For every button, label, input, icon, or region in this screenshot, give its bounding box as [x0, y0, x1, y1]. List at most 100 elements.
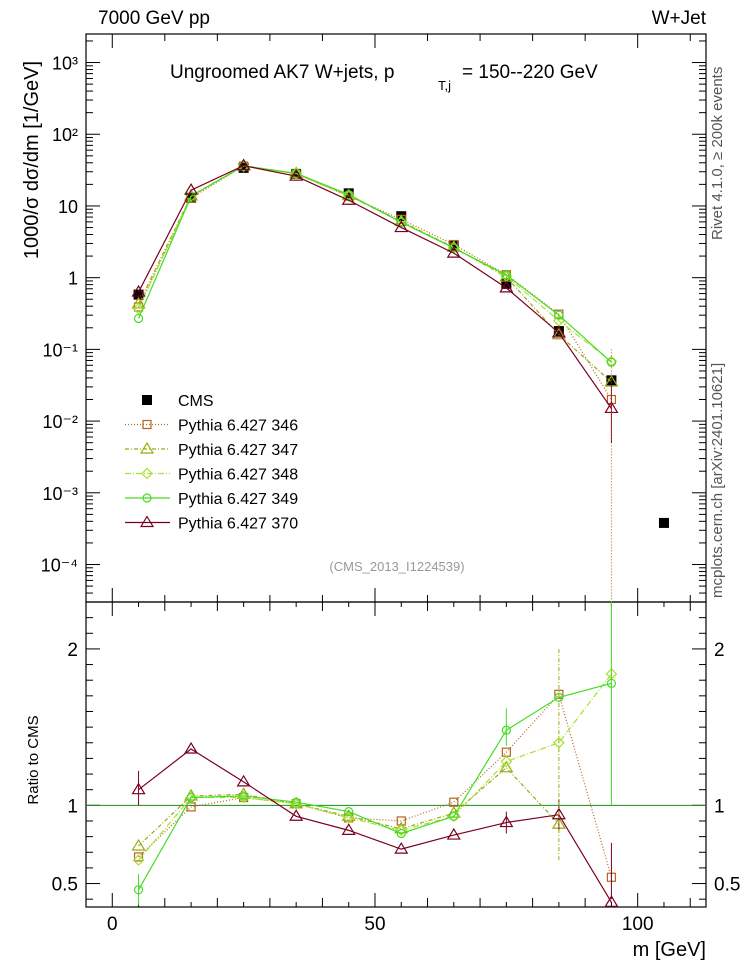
data-point-cms: [658, 517, 669, 528]
main-y-tick-label: 10³: [52, 54, 78, 74]
ratio-point-p348: [395, 824, 408, 837]
series-line-p349: [137, 165, 612, 363]
plot-title-subscript: T,j: [438, 78, 451, 93]
ratio-line-p347: [138, 766, 560, 847]
ratio-point-p370: [394, 841, 409, 854]
main-series-layer: [131, 158, 669, 602]
main-y-tick-label: 10⁻³: [42, 484, 78, 504]
legend-marker-p348: [141, 467, 153, 480]
legend-marker-p349: [142, 493, 152, 503]
legend-marker-p347: [139, 441, 155, 454]
data-point-p370: [184, 183, 199, 195]
legend-label-p370: Pythia 6.427 370: [178, 516, 298, 533]
main-y-tick-label: 10⁻⁴: [41, 556, 78, 576]
ratio-point-p349: [239, 791, 249, 801]
ratio-y-tick-label-right: 1: [714, 796, 725, 817]
ratio-point-p348: [500, 755, 513, 768]
main-axis-ticks: 1 10 10⁻⁴ 10⁻³ 10⁻² 10⁻¹ 10² 10³: [41, 34, 706, 603]
ratio-point-p370: [604, 895, 619, 907]
ratio-line-p346: [138, 693, 613, 878]
header-left-label: 7000 GeV pp: [98, 8, 210, 29]
ratio-x-tick-label: 0: [107, 914, 118, 935]
data-point-p349: [133, 313, 144, 324]
ratio-point-p349: [291, 797, 301, 807]
ratio-point-p370: [289, 809, 304, 821]
data-point-p370: [499, 280, 514, 293]
ratio-point-p349: [186, 792, 196, 803]
ratio-point-p370: [236, 774, 251, 787]
data-point-cms: [133, 289, 144, 300]
ratio-plot-frame: [85, 601, 707, 908]
ratio-point-p349: [554, 692, 564, 703]
data-point-p349: [501, 270, 511, 280]
ratio-point-p349: [344, 806, 354, 817]
ratio-y-tick-label-right: 0.5: [714, 875, 740, 896]
plot-title-tail: = 150--220 GeV: [462, 62, 598, 83]
data-point-cms: [238, 162, 249, 173]
header-right-label: W+Jet: [652, 8, 707, 29]
mcplots-source-label: mcplots.cern.ch [arXiv:2401.10621]: [709, 363, 726, 598]
ratio-point-p347: [131, 838, 146, 851]
data-point-p370: [131, 284, 146, 297]
data-point-cms: [553, 326, 564, 337]
data-point-cms: [448, 240, 459, 251]
main-y-tick-label: 10²: [52, 125, 78, 145]
legend-label-p346: Pythia 6.427 346: [178, 418, 298, 435]
data-point-p348: [132, 302, 145, 315]
rivet-version-label: Rivet 4.1.0, ≥ 200k events: [709, 67, 726, 240]
ratio-series-layer: [131, 602, 619, 907]
ratio-line-p349: [138, 682, 612, 891]
series-line-p347: [138, 165, 612, 383]
legend-marker-p370: [139, 515, 155, 528]
data-point-p349: [186, 191, 196, 201]
legend-label-p348: Pythia 6.427 348: [178, 467, 298, 484]
ratio-line-p370: [138, 748, 612, 903]
data-point-p349: [344, 189, 354, 200]
ratio-point-p347: [499, 760, 514, 773]
ratio-point-p348: [342, 811, 355, 824]
ratio-y-tick-label-right: 2: [714, 640, 725, 661]
data-point-p370: [551, 325, 566, 338]
ratio-point-p348: [132, 854, 145, 866]
ratio-axis-ticks: 0 50 100 0.5 0.5 1 1 2 2: [52, 602, 740, 935]
legend-marker-p346: [142, 419, 152, 430]
data-point-p370: [341, 193, 356, 205]
data-point-cms: [186, 192, 197, 203]
x-axis-label: m [GeV]: [633, 939, 706, 961]
ratio-point-p348: [553, 736, 565, 749]
ratio-y-tick-label: 2: [67, 640, 78, 661]
legend-marker-cms: [142, 395, 152, 405]
ratio-point-p346: [554, 689, 564, 699]
data-point-p349: [449, 243, 459, 253]
series-line-p346: [138, 165, 612, 400]
main-y-tick-label: 10⁻²: [42, 412, 78, 432]
legend-label-cms: CMS: [178, 393, 214, 410]
data-point-p349: [606, 357, 617, 367]
analysis-watermark: (CMS_2013_I1224539): [329, 559, 464, 574]
main-y-tick-label: 10⁻¹: [42, 340, 78, 360]
ratio-y-tick-label: 1: [67, 796, 78, 817]
ratio-x-tick-label: 50: [364, 914, 385, 935]
ratio-point-p370: [184, 741, 199, 754]
ratio-point-p370: [446, 827, 461, 840]
main-y-axis-label: 1000/σ dσ/dm [1/GeV]: [21, 61, 43, 259]
data-point-p349: [396, 217, 406, 227]
ratio-y-tick-label: 0.5: [52, 875, 78, 896]
data-point-p370: [394, 220, 409, 233]
series-line-p348: [137, 165, 612, 362]
data-point-p370: [236, 158, 251, 171]
main-y-tick-label: 10: [58, 197, 78, 217]
data-point-p347: [551, 327, 566, 340]
data-point-p370: [446, 245, 461, 258]
legend: CMS Pythia 6.427 346 Pythia 6.427 347 Pythi…: [125, 393, 298, 533]
series-line-p370: [138, 165, 612, 409]
ratio-y-axis-label: Ratio to CMS: [25, 715, 42, 804]
ratio-line-p348: [138, 673, 612, 861]
ratio-point-p349: [449, 811, 459, 821]
legend-label-p349: Pythia 6.427 349: [178, 491, 298, 508]
ratio-point-p349: [396, 828, 406, 839]
ratio-point-p370: [341, 823, 356, 835]
data-point-p370: [289, 169, 304, 181]
main-y-tick-label: 1: [68, 269, 78, 289]
